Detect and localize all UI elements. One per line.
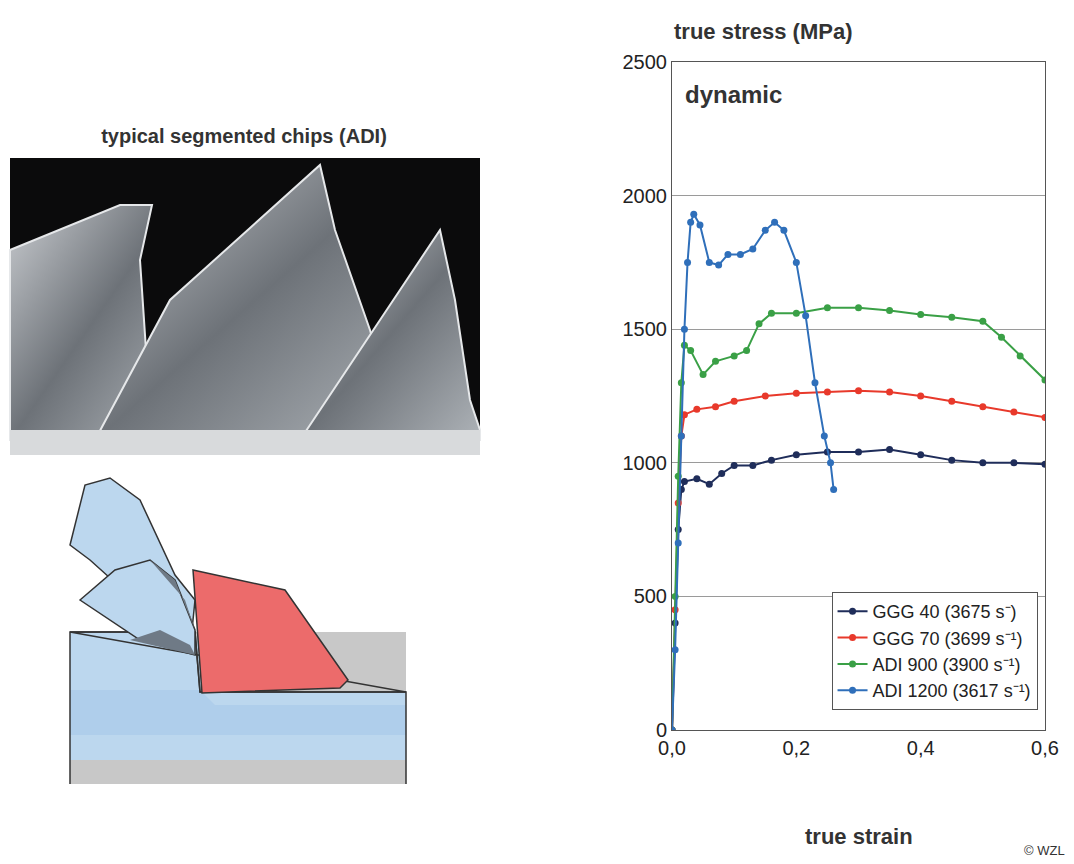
svg-text:true stress (MPa): true stress (MPa) [674,19,853,44]
svg-text:1500: 1500 [623,318,668,340]
svg-text:ADI 1200 (3617 s⁻¹): ADI 1200 (3617 s⁻¹) [873,681,1031,701]
svg-text:0,2: 0,2 [782,737,810,759]
svg-text:0: 0 [656,719,667,741]
svg-text:ADI 900 (3900 s⁻¹): ADI 900 (3900 s⁻¹) [873,655,1021,675]
svg-text:0,6: 0,6 [1031,737,1059,759]
svg-text:dynamic: dynamic [685,81,782,108]
svg-text:© WZL: © WZL [1024,843,1065,858]
svg-text:GGG 40 (3675 s⁻): GGG 40 (3675 s⁻) [873,602,1017,622]
svg-text:GGG 70 (3699 s⁻¹): GGG 70 (3699 s⁻¹) [873,629,1023,649]
svg-text:2500: 2500 [623,51,668,73]
svg-text:typical segmented chips (ADI): typical segmented chips (ADI) [101,125,387,147]
svg-text:500: 500 [634,585,667,607]
svg-text:0,0: 0,0 [658,737,686,759]
svg-text:0,4: 0,4 [907,737,935,759]
svg-text:2000: 2000 [623,185,668,207]
svg-text:1000: 1000 [623,452,668,474]
svg-text:true strain: true strain [805,824,913,849]
